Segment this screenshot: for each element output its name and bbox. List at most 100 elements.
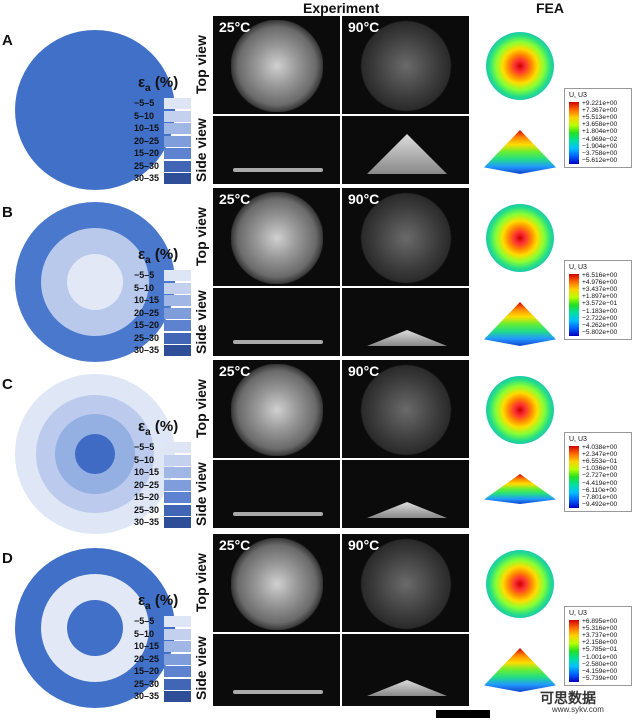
colorbar-value: +5.316e+00	[582, 625, 618, 633]
legend-item: 10–15	[134, 467, 214, 479]
fea-colorbar: U, U3 +6.895e+00 +5.316e+00 +3.737e+00 +2.15…	[564, 606, 632, 686]
colorbar-value: +3.572e−01	[582, 300, 618, 308]
colorbar-value: −7.801e+00	[582, 493, 618, 501]
colorbar-value: +5.785e−01	[582, 646, 618, 654]
panel-label: B	[2, 204, 13, 221]
colorbar-value: −1.036e+00	[582, 465, 618, 473]
legend-item: 25–30	[134, 332, 214, 345]
colorbar-title: U, U3	[569, 264, 587, 271]
legend-item: 15–20	[134, 148, 214, 160]
panel-label: A	[2, 32, 13, 49]
temperature-label: 90°C	[348, 537, 380, 553]
top-view-photo: 90°C	[342, 16, 469, 114]
colorbar-value: −4.969e−02	[582, 135, 618, 143]
colorbar-value: −1.183e+00	[582, 307, 618, 315]
side-view-label: Side view	[193, 118, 209, 182]
top-view-photo: 90°C	[342, 534, 469, 632]
legend-item: 20–25	[134, 307, 214, 320]
side-view-photo	[213, 460, 340, 528]
legend-item: 10–15	[134, 295, 214, 307]
legend-item: 30–35	[134, 173, 214, 185]
temperature-label: 90°C	[348, 363, 380, 379]
colorbar-value: −5.802e+00	[582, 328, 618, 336]
colorbar-value: +4.038e+00	[582, 444, 618, 451]
legend-title: εa (%)	[138, 592, 179, 612]
colorbar-value: +6.553e−01	[582, 458, 618, 466]
temperature-label: 25°C	[219, 191, 251, 207]
side-view-photo	[213, 116, 340, 184]
legend-item: −5–5	[134, 616, 214, 628]
colorbar-value: +7.367e+00	[582, 107, 618, 115]
fea-side-view	[484, 130, 556, 174]
legend-item: 30–35	[134, 691, 214, 703]
colorbar-gradient	[569, 274, 579, 336]
temperature-label: 25°C	[219, 363, 251, 379]
top-view-photo: 90°C	[342, 188, 469, 286]
colorbar-value: −9.492e+00	[582, 500, 618, 508]
legend-item: −5–5	[134, 98, 214, 110]
colorbar-gradient	[569, 446, 579, 508]
top-view-label: Top view	[193, 379, 209, 438]
watermark-url: www.sykv.com	[552, 705, 604, 714]
legend-item: 20–25	[134, 135, 214, 148]
colorbar-value: +4.976e+00	[582, 279, 618, 287]
legend-title: εa (%)	[138, 246, 179, 266]
panel-label: D	[2, 550, 13, 567]
legend-item: 5–10	[134, 454, 214, 467]
side-view-photo	[342, 288, 469, 356]
fea-colorbar: U, U3 +4.038e+00 +2.347e+00 +6.553e−01 −1.03…	[564, 432, 632, 512]
colorbar-value: +1.804e+00	[582, 128, 618, 136]
legend-item: 5–10	[134, 628, 214, 641]
legend-item: 10–15	[134, 123, 214, 135]
panel-label: C	[2, 376, 13, 393]
colorbar-value: −6.110e+00	[582, 486, 617, 494]
watermark: 可思数据	[540, 690, 596, 706]
legend-item: 25–30	[134, 678, 214, 691]
top-view-label: Top view	[193, 207, 209, 266]
strain-pattern-ring	[15, 30, 175, 190]
top-view-label: Top view	[193, 553, 209, 612]
colorbar-value: +3.437e+00	[582, 286, 618, 294]
legend-item: 30–35	[134, 517, 214, 529]
side-view-photo	[213, 634, 340, 706]
legend-item: 15–20	[134, 666, 214, 678]
legend-item: 30–35	[134, 345, 214, 357]
legend-item: 10–15	[134, 641, 214, 653]
colorbar-value: +3.737e+00	[582, 632, 618, 640]
colorbar-value: −4.419e+00	[582, 479, 618, 487]
colorbar-value: −2.580e+00	[582, 660, 618, 668]
colorbar-value: −1.001e+00	[582, 653, 618, 661]
fea-top-view	[486, 204, 554, 272]
fea-colorbar: U, U3 +6.516e+00 +4.976e+00 +3.437e+00 +1.89…	[564, 260, 632, 340]
fea-colorbar: U, U3 +9.221e+00 +7.367e+00 +5.513e+00 +3.65…	[564, 88, 632, 168]
temperature-label: 90°C	[348, 191, 380, 207]
side-view-label: Side view	[193, 636, 209, 700]
legend-item: 15–20	[134, 320, 214, 332]
legend-item: 5–10	[134, 282, 214, 295]
top-view-photo: 25°C	[213, 188, 340, 286]
legend-title: εa (%)	[138, 74, 179, 94]
side-view-label: Side view	[193, 290, 209, 354]
fea-side-view	[484, 474, 556, 504]
legend-item: 25–30	[134, 504, 214, 517]
fea-side-view	[484, 302, 556, 346]
colorbar-value: −2.727e+00	[582, 472, 618, 480]
colorbar-value: −4.262e+00	[582, 321, 618, 329]
colorbar-value: +6.516e+00	[582, 272, 618, 279]
legend-item: 15–20	[134, 492, 214, 504]
legend-item: 25–30	[134, 160, 214, 173]
temperature-label: 90°C	[348, 19, 380, 35]
colorbar-value: −4.159e+00	[582, 667, 618, 675]
side-view-photo	[342, 460, 469, 528]
side-view-photo	[342, 634, 469, 706]
colorbar-gradient	[569, 102, 579, 164]
colorbar-title: U, U3	[569, 92, 587, 99]
side-view-photo	[213, 288, 340, 356]
legend-item: −5–5	[134, 270, 214, 282]
legend-title: εa (%)	[138, 418, 179, 438]
colorbar-title: U, U3	[569, 610, 587, 617]
colorbar-value: +2.347e+00	[582, 451, 618, 459]
scale-bar	[436, 710, 490, 718]
top-view-photo: 25°C	[213, 16, 340, 114]
side-view-photo	[342, 116, 469, 184]
